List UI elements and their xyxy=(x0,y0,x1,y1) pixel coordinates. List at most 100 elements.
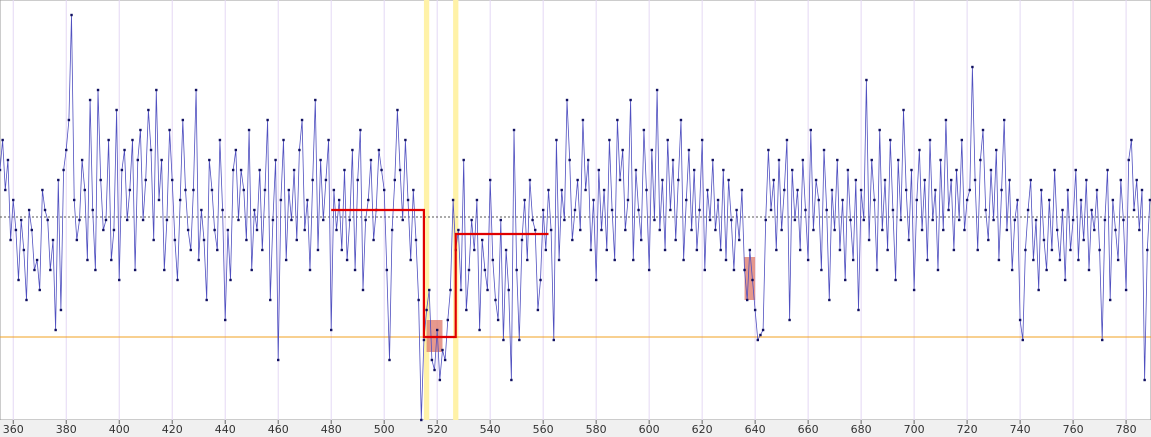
point xyxy=(414,238,418,242)
point xyxy=(968,188,971,192)
point xyxy=(629,98,632,102)
point xyxy=(1056,228,1059,232)
point xyxy=(184,188,187,192)
point xyxy=(610,208,614,212)
point xyxy=(581,118,585,122)
point xyxy=(544,248,548,252)
point xyxy=(1119,178,1122,182)
point xyxy=(163,268,166,272)
point xyxy=(756,338,759,342)
point xyxy=(353,268,357,272)
point xyxy=(1071,218,1075,222)
point xyxy=(822,148,826,152)
point xyxy=(626,198,630,202)
point xyxy=(99,178,102,182)
x-tick-label: 600 xyxy=(639,423,660,436)
point xyxy=(345,258,349,262)
point xyxy=(557,258,561,262)
point xyxy=(1021,338,1024,342)
point xyxy=(1085,178,1088,182)
point xyxy=(512,128,516,132)
point xyxy=(621,148,624,152)
point xyxy=(128,188,132,192)
point xyxy=(706,188,709,192)
point xyxy=(380,168,383,172)
point xyxy=(817,198,820,202)
point xyxy=(316,248,320,252)
point xyxy=(14,228,18,232)
point xyxy=(957,218,961,222)
point xyxy=(478,328,481,332)
point xyxy=(102,228,105,232)
point xyxy=(385,268,389,272)
point xyxy=(467,268,471,272)
point xyxy=(258,168,261,172)
point xyxy=(78,218,81,222)
point xyxy=(377,148,381,152)
point xyxy=(133,268,137,272)
point xyxy=(904,188,908,192)
point xyxy=(645,188,648,192)
x-tick-label: 540 xyxy=(480,423,501,436)
point xyxy=(780,228,783,232)
point xyxy=(613,258,616,262)
x-tick-label: 500 xyxy=(374,423,395,436)
point xyxy=(653,218,656,222)
point xyxy=(19,218,23,222)
point xyxy=(261,248,264,252)
point xyxy=(844,278,847,282)
point xyxy=(814,178,818,182)
point xyxy=(655,88,659,92)
point xyxy=(873,198,876,202)
point xyxy=(0,168,2,172)
point xyxy=(743,268,746,272)
point xyxy=(473,248,476,252)
point xyxy=(107,138,110,142)
point xyxy=(181,118,185,122)
point xyxy=(687,148,691,152)
point xyxy=(483,268,487,272)
point xyxy=(65,148,68,152)
point xyxy=(425,308,428,312)
point xyxy=(356,178,359,182)
point xyxy=(804,208,807,212)
point xyxy=(695,248,699,252)
point xyxy=(666,138,669,142)
point xyxy=(9,238,12,242)
point xyxy=(783,188,786,192)
point xyxy=(1040,188,1043,192)
point xyxy=(1098,248,1101,252)
point xyxy=(661,178,664,182)
point xyxy=(690,228,693,232)
point xyxy=(891,208,895,212)
point xyxy=(565,98,569,102)
point xyxy=(536,308,540,312)
point xyxy=(775,248,778,252)
point xyxy=(335,228,338,232)
point xyxy=(859,188,863,192)
point xyxy=(337,198,341,202)
point xyxy=(282,138,285,142)
point xyxy=(314,98,317,102)
point xyxy=(46,218,49,222)
point xyxy=(160,158,163,162)
point xyxy=(290,218,293,222)
point xyxy=(907,238,911,242)
point xyxy=(1013,218,1017,222)
point xyxy=(1130,138,1133,142)
point xyxy=(751,278,754,282)
point xyxy=(221,208,224,212)
point xyxy=(573,208,577,212)
point xyxy=(531,218,534,222)
point xyxy=(462,158,465,162)
point xyxy=(1000,188,1003,192)
x-tick-label: 360 xyxy=(3,423,24,436)
point xyxy=(973,178,977,182)
point xyxy=(828,298,831,302)
point xyxy=(446,318,449,322)
point xyxy=(237,218,240,222)
point xyxy=(849,218,852,222)
point xyxy=(507,288,510,292)
point xyxy=(788,318,791,322)
point xyxy=(17,278,20,282)
